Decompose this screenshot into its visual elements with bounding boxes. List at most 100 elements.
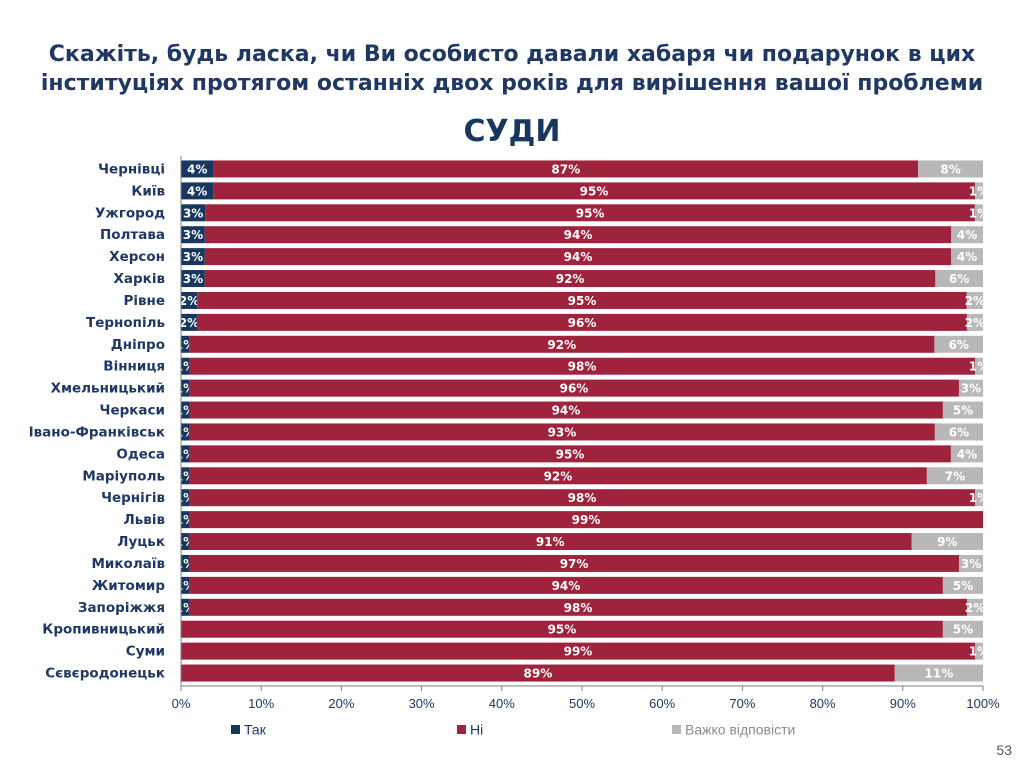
category-label: Житомир: [92, 578, 166, 594]
bar-segment: [189, 576, 943, 594]
data-label: 1%: [969, 491, 989, 505]
bar-segment: [181, 204, 206, 222]
bar-segment: [181, 182, 214, 200]
bar-segment: [181, 489, 190, 507]
data-label: 1%: [969, 206, 989, 220]
category-label: Маріуполь: [82, 468, 165, 484]
bar-segment: [181, 511, 190, 529]
bar-segment: [189, 511, 983, 529]
bar-segment: [974, 357, 983, 375]
bar-segment: [188, 598, 968, 616]
bar-segment: [959, 554, 983, 572]
data-label: 98%: [564, 601, 593, 615]
data-label: 95%: [580, 184, 609, 198]
bar-segment: [181, 576, 190, 594]
bar-segment: [204, 248, 952, 266]
data-label: 98%: [568, 491, 597, 505]
data-label: 6%: [949, 425, 969, 439]
bar-segment: [894, 664, 983, 682]
bar-segment: [974, 642, 983, 660]
category-label: Луцьк: [117, 534, 165, 550]
bar-segment: [181, 664, 895, 682]
bar-segment: [181, 401, 190, 419]
bar-segment: [966, 313, 983, 331]
slide-title-line-1: Скажіть, будь ласка, чи Ви особисто дава…: [48, 42, 976, 67]
data-label: 94%: [564, 228, 593, 242]
bar-segment: [189, 445, 951, 463]
bar-segment: [966, 291, 983, 309]
bar-segment: [205, 204, 975, 222]
category-label: Ужгород: [95, 205, 165, 221]
category-label: Львів: [124, 512, 165, 528]
slide-title: Скажіть, будь ласка, чи Ви особисто дава…: [0, 40, 1024, 98]
bar-segment: [181, 357, 190, 375]
data-label: 94%: [552, 404, 581, 418]
chart-title: СУДИ: [463, 114, 561, 149]
x-tick-label: 80%: [810, 696, 836, 711]
category-label: Суми: [126, 644, 165, 660]
category-label: Полтава: [100, 227, 165, 243]
data-label: 97%: [560, 557, 589, 571]
legend-swatch: [457, 725, 466, 734]
x-tick-label: 100%: [966, 696, 1000, 711]
category-label: Запоріжжя: [78, 600, 165, 616]
bar-segment: [181, 379, 190, 397]
legend-swatch: [672, 725, 681, 734]
x-tick-label: 50%: [569, 696, 595, 711]
bar-segment: [974, 204, 983, 222]
bar-segment: [189, 489, 975, 507]
category-label: Рівне: [123, 293, 165, 309]
data-label: 87%: [551, 162, 580, 176]
data-label: 1%: [969, 360, 989, 374]
bar-segment: [974, 489, 983, 507]
data-label: 99%: [572, 513, 601, 527]
data-label: 4%: [187, 162, 207, 176]
x-tick-label: 40%: [489, 696, 515, 711]
bar-segment: [181, 423, 190, 441]
data-label: 6%: [949, 338, 969, 352]
data-label: 92%: [547, 338, 576, 352]
category-label: Миколаїв: [92, 556, 166, 572]
x-tick-label: 60%: [649, 696, 675, 711]
data-label: 5%: [953, 579, 973, 593]
data-label: 11%: [925, 667, 954, 681]
bar-segment: [958, 379, 983, 397]
slide-title-line-2: інституціях протягом останніх двох років…: [40, 71, 984, 96]
category-label: Кропивницький: [42, 622, 165, 638]
category-label: Черкаси: [100, 403, 165, 419]
data-label: 4%: [957, 228, 977, 242]
data-label: 95%: [556, 447, 585, 461]
bar-segment: [181, 291, 198, 309]
bar-segment: [951, 226, 983, 244]
data-label: 7%: [945, 469, 965, 483]
bar-segment: [934, 335, 983, 353]
bar-segment: [181, 467, 190, 485]
bar-segment: [181, 598, 189, 616]
bar-segment: [189, 401, 943, 419]
bar-segment: [197, 291, 967, 309]
bar-segment: [204, 226, 952, 244]
legend-label: Важко відповісти: [685, 722, 795, 738]
bar-segment: [181, 270, 205, 288]
data-label: 5%: [953, 404, 973, 418]
page-number: 53: [996, 742, 1012, 758]
data-label: 2%: [179, 316, 199, 330]
bar-segment: [181, 335, 190, 353]
data-label: 5%: [953, 623, 973, 637]
legend-label: Ні: [470, 722, 483, 738]
data-label: 92%: [556, 272, 585, 286]
bar-segment: [967, 598, 983, 616]
data-label: 92%: [544, 469, 573, 483]
bar-segment: [188, 533, 912, 551]
data-label: 93%: [548, 425, 577, 439]
data-label: 91%: [536, 535, 565, 549]
data-label: 8%: [940, 162, 960, 176]
bar-segment: [926, 467, 983, 485]
category-label: Хмельницький: [51, 381, 165, 397]
category-label: Харків: [113, 271, 165, 287]
category-label: Вінниця: [103, 359, 165, 375]
data-label: 96%: [568, 316, 597, 330]
category-label: Дніпро: [111, 337, 165, 353]
data-label: 95%: [576, 206, 605, 220]
bar-segment: [942, 401, 983, 419]
